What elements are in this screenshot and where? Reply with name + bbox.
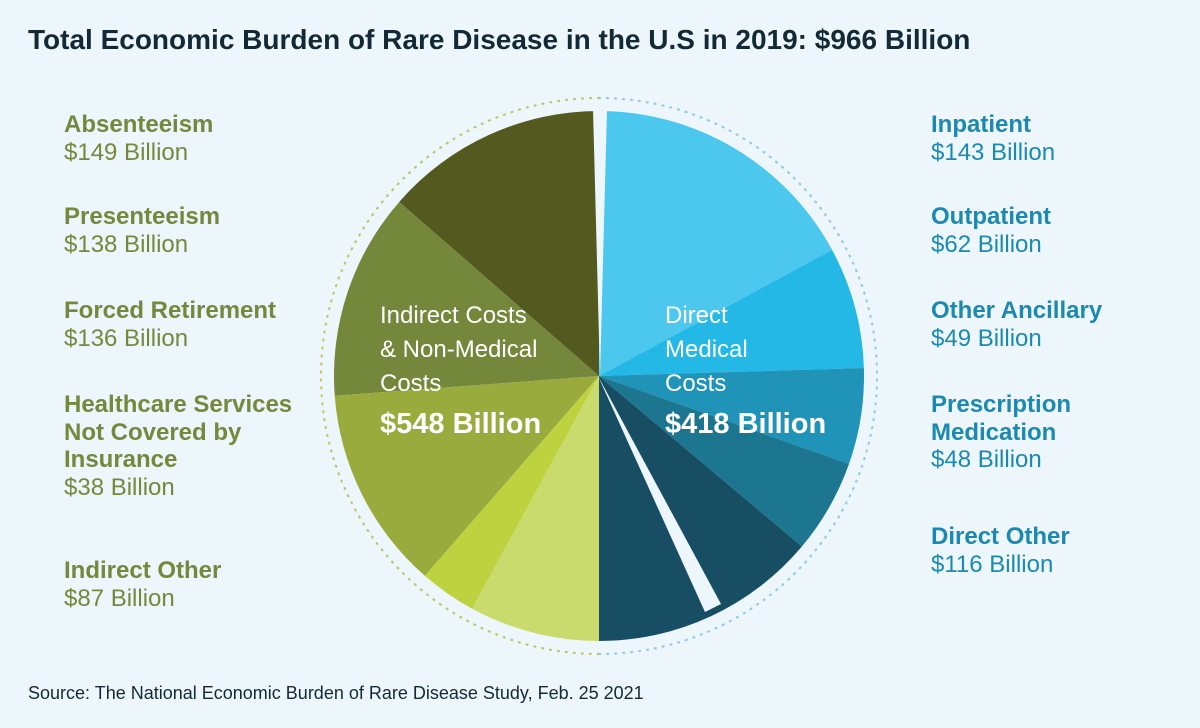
svg-text:Costs: Costs: [665, 370, 726, 397]
svg-text:& Non-Medical: & Non-Medical: [380, 336, 537, 363]
svg-text:$418 Billion: $418 Billion: [665, 408, 826, 440]
svg-text:Indirect Costs: Indirect Costs: [380, 302, 527, 329]
svg-text:Costs: Costs: [380, 370, 441, 397]
svg-text:Medical: Medical: [665, 336, 748, 363]
svg-text:$548 Billion: $548 Billion: [380, 408, 541, 440]
svg-text:Direct: Direct: [665, 302, 728, 329]
